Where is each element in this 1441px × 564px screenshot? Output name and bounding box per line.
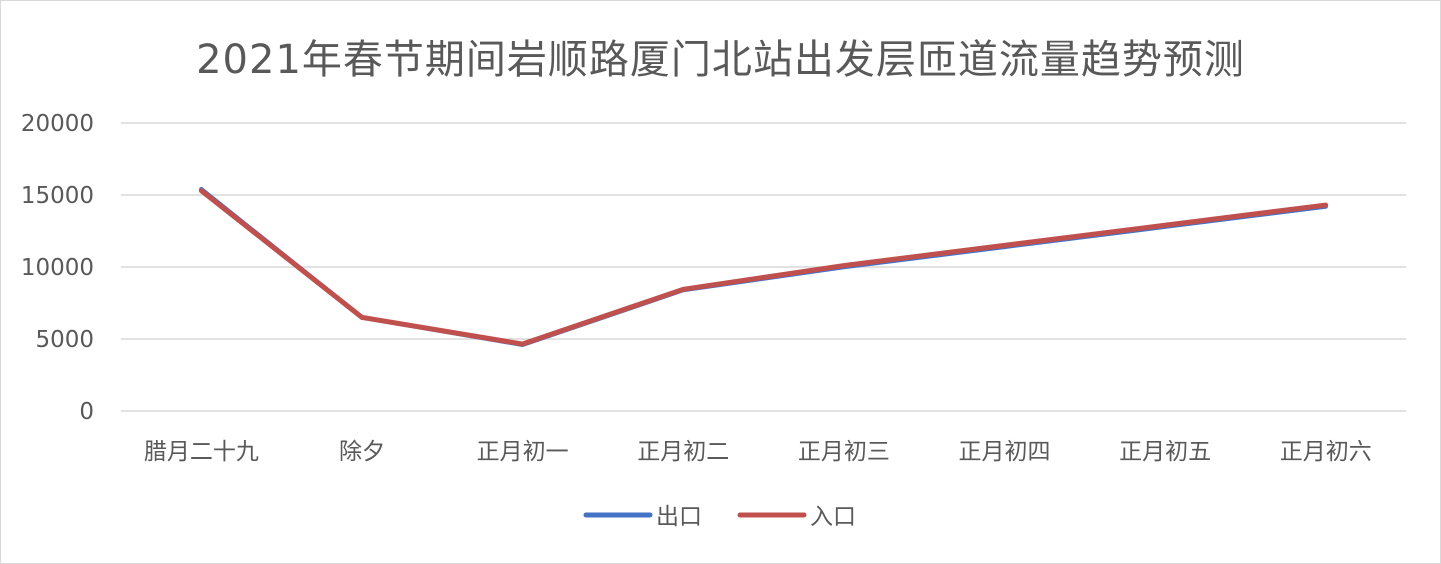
- y-tick-label: 15000: [21, 183, 94, 209]
- x-tick-label: 正月初四: [958, 439, 1050, 465]
- y-tick-label: 20000: [21, 111, 94, 137]
- legend-label: 出口: [656, 504, 702, 530]
- x-tick-label: 正月初三: [798, 439, 890, 465]
- y-tick-label: 5000: [35, 327, 94, 353]
- x-tick-label: 正月初二: [637, 439, 729, 465]
- x-tick-label: 正月初五: [1119, 439, 1211, 465]
- y-tick-label: 0: [79, 399, 94, 425]
- x-tick-label: 腊月二十九: [144, 439, 259, 465]
- x-tick-label: 除夕: [339, 439, 385, 465]
- x-tick-label: 正月初六: [1280, 439, 1372, 465]
- y-tick-label: 10000: [21, 255, 94, 281]
- series-line-entrance: [198, 188, 1329, 347]
- chart-title: 2021年春节期间岩顺路厦门北站出发层匝道流量趋势预测: [196, 37, 1245, 83]
- x-tick-label: 正月初一: [477, 439, 569, 465]
- legend-label: 入口: [810, 504, 856, 530]
